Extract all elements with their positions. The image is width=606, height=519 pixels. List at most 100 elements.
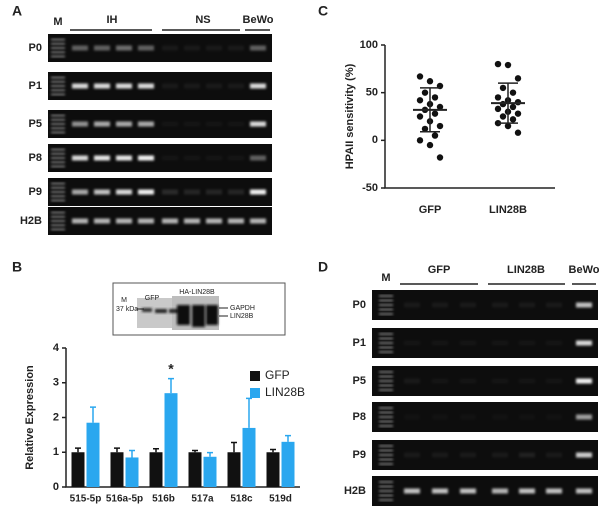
gel-band bbox=[184, 122, 200, 127]
ladder-band bbox=[51, 148, 65, 151]
x-tick-label: 517a bbox=[191, 494, 214, 505]
gel-band bbox=[228, 83, 244, 89]
gel-band bbox=[546, 452, 562, 458]
point bbox=[416, 137, 424, 144]
legend-swatch bbox=[250, 388, 260, 398]
gel-band bbox=[404, 378, 420, 384]
error-bar bbox=[207, 451, 213, 457]
ladder-band bbox=[51, 191, 65, 193]
gel-band bbox=[519, 452, 535, 458]
gel-row-label: H2B bbox=[344, 485, 366, 497]
gel-band bbox=[184, 156, 200, 161]
ladder-band bbox=[379, 481, 393, 483]
point bbox=[514, 75, 522, 82]
ladder-band bbox=[379, 411, 393, 414]
gel-band bbox=[250, 45, 266, 51]
bar bbox=[227, 452, 241, 487]
y-tick-label: 2 bbox=[53, 411, 59, 423]
ladder-band bbox=[51, 114, 65, 117]
gel-band bbox=[162, 83, 178, 89]
ladder-band bbox=[51, 55, 65, 58]
point bbox=[416, 113, 424, 120]
bar bbox=[164, 393, 178, 487]
gel-band bbox=[116, 218, 132, 224]
ladder-band bbox=[379, 346, 393, 349]
ladder-band bbox=[51, 228, 65, 231]
error-bar bbox=[270, 448, 276, 453]
gel-band bbox=[432, 452, 448, 458]
gel-band bbox=[519, 379, 535, 384]
gel-row-label: P5 bbox=[353, 375, 366, 387]
gel-row-label: P9 bbox=[29, 186, 42, 198]
blot-band: GAPDH bbox=[230, 305, 255, 312]
error-bar bbox=[285, 434, 291, 442]
panel-label: B bbox=[12, 259, 22, 275]
gel-band bbox=[250, 121, 266, 127]
point bbox=[421, 125, 429, 133]
error-bar bbox=[246, 397, 252, 428]
gel-band bbox=[138, 121, 154, 127]
point bbox=[509, 116, 517, 123]
gel-band bbox=[184, 45, 200, 51]
gel-band bbox=[206, 45, 222, 51]
gel-band bbox=[94, 189, 110, 195]
gel-band bbox=[206, 218, 222, 224]
point bbox=[494, 105, 502, 113]
gel-band bbox=[206, 156, 222, 161]
gel-band bbox=[519, 341, 535, 346]
gel-band bbox=[206, 122, 222, 127]
bar bbox=[71, 452, 85, 487]
gel-band bbox=[116, 45, 132, 51]
gel-band bbox=[228, 156, 244, 161]
gel-band bbox=[250, 218, 266, 224]
ladder-band bbox=[51, 38, 65, 41]
sd-bar bbox=[498, 82, 518, 124]
gel-band bbox=[460, 452, 476, 458]
x-tick-label: GFP bbox=[419, 204, 442, 216]
bar bbox=[203, 456, 217, 487]
gel-band bbox=[460, 379, 476, 384]
bar bbox=[125, 457, 139, 487]
gel-band bbox=[162, 156, 178, 161]
gel-band bbox=[72, 121, 88, 127]
x-tick-label: 515-5p bbox=[70, 494, 102, 505]
gel-row-label: P8 bbox=[353, 411, 366, 423]
point bbox=[499, 84, 507, 92]
point bbox=[431, 110, 439, 117]
gel-row-label: P1 bbox=[29, 80, 42, 92]
ladder-band bbox=[51, 131, 65, 134]
sd-bar bbox=[420, 87, 440, 133]
gel-band bbox=[94, 121, 110, 127]
ladder-band bbox=[379, 384, 393, 387]
gel-band bbox=[404, 415, 420, 420]
gel-row-label: P0 bbox=[353, 299, 366, 311]
point bbox=[514, 110, 522, 117]
gel-band bbox=[576, 340, 592, 346]
gel bbox=[372, 328, 598, 358]
blot-lane: HA-LIN28B bbox=[179, 289, 215, 296]
y-axis-label: HPAII sensitivity (%) bbox=[344, 63, 356, 169]
gel-band bbox=[116, 83, 132, 89]
ladder-band bbox=[379, 463, 393, 465]
ladder-band bbox=[51, 199, 65, 202]
panel-label: A bbox=[12, 3, 22, 19]
error-bar bbox=[129, 449, 135, 458]
gel-band bbox=[250, 189, 266, 195]
ladder-band bbox=[379, 371, 393, 373]
error-bar bbox=[168, 377, 174, 394]
blot-band: LIN28B bbox=[230, 313, 254, 320]
ladder-band bbox=[379, 416, 393, 418]
gel-band bbox=[250, 83, 266, 89]
gel-band bbox=[546, 302, 562, 308]
gel-band bbox=[404, 341, 420, 346]
point bbox=[431, 94, 439, 101]
gel-band bbox=[184, 83, 200, 89]
gel-header: BeWo bbox=[569, 264, 600, 276]
point bbox=[509, 89, 517, 96]
gel-band bbox=[72, 218, 88, 224]
gel-header: BeWo bbox=[243, 14, 274, 26]
axes bbox=[384, 45, 555, 189]
gel-band bbox=[404, 488, 420, 494]
x-tick-label: 518c bbox=[230, 494, 253, 505]
